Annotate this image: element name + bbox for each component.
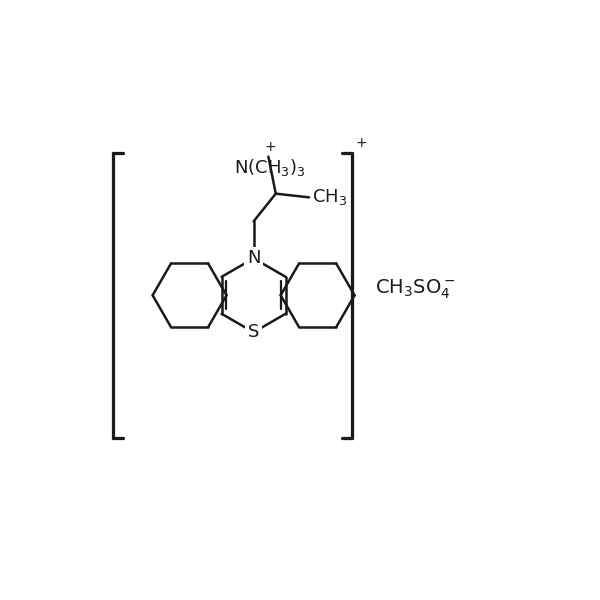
- Text: S: S: [248, 323, 259, 341]
- Text: N: N: [247, 250, 260, 268]
- Text: CH$_3$SO$_4^-$: CH$_3$SO$_4^-$: [375, 277, 455, 301]
- Text: +: +: [355, 136, 367, 150]
- Text: N(CH$_3$)$_3$: N(CH$_3$)$_3$: [234, 157, 305, 178]
- Text: +: +: [264, 140, 276, 154]
- Text: CH$_3$: CH$_3$: [312, 187, 347, 208]
